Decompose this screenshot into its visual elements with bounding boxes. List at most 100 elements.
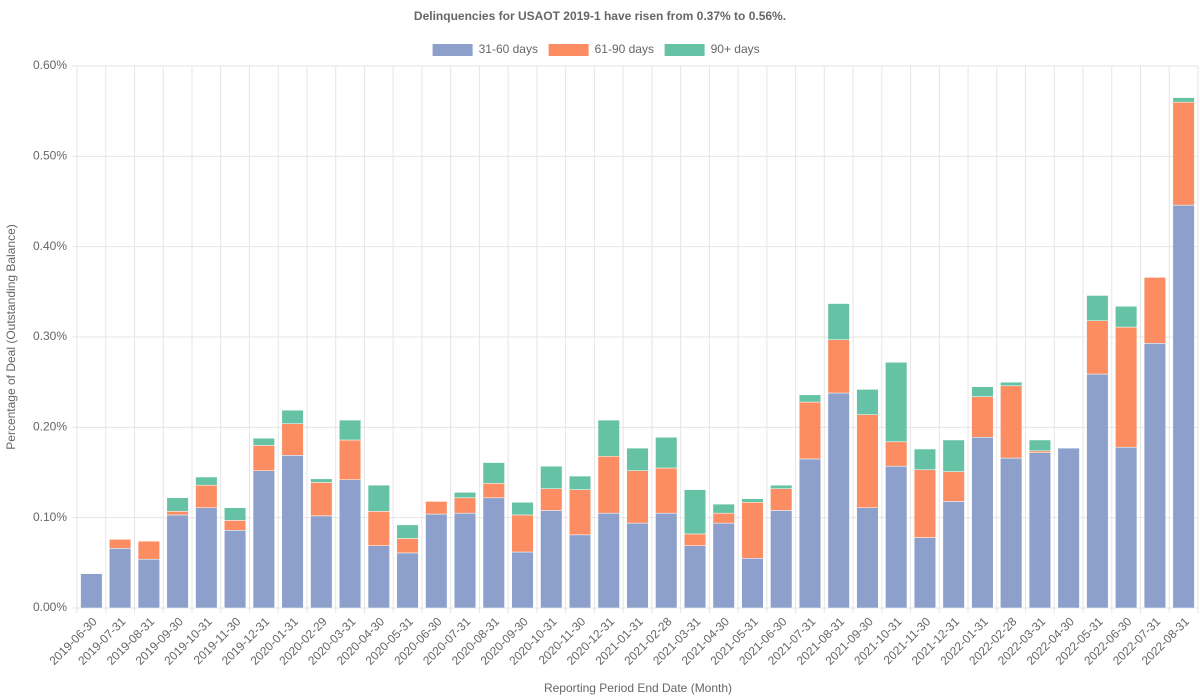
bar-segment: [281, 423, 304, 456]
bar-segment: [540, 488, 563, 511]
bar-segment: [339, 439, 362, 480]
bar-segment: [224, 507, 247, 521]
bar-segment: [482, 462, 505, 484]
legend-swatch: [548, 44, 589, 56]
y-tick-label: 0.40%: [33, 239, 67, 253]
bar-segment: [1086, 373, 1109, 609]
bar-segment: [597, 455, 620, 514]
bar-segment: [1172, 204, 1195, 609]
bar-segment: [109, 539, 132, 549]
bar-segment: [166, 511, 189, 516]
bar-segment: [1000, 385, 1023, 459]
bar-segment: [195, 507, 218, 609]
bar-segment: [885, 362, 908, 443]
bar-segment: [195, 476, 218, 486]
bar-segment: [885, 465, 908, 609]
bar-segment: [913, 448, 936, 471]
bar-segment: [942, 439, 965, 472]
bar-segment: [540, 465, 563, 490]
bar-segment: [310, 478, 333, 483]
bar-segment: [655, 512, 678, 609]
chart-title: Delinquencies for USAOT 2019-1 have rise…: [414, 9, 786, 23]
y-tick-label: 0.30%: [33, 329, 67, 343]
y-tick-label: 0.10%: [33, 510, 67, 524]
bar-segment: [310, 515, 333, 609]
bar-segment: [712, 503, 735, 514]
bar-segment: [827, 392, 850, 609]
bar-segment: [137, 558, 160, 609]
bar-segment: [367, 545, 390, 609]
bar-segment: [1115, 326, 1138, 448]
bar-segment: [137, 540, 160, 560]
bar-segment: [1172, 101, 1195, 206]
bar-segment: [166, 497, 189, 512]
bar-segment: [971, 386, 994, 397]
bar-segment: [454, 492, 477, 499]
bar-segment: [655, 467, 678, 514]
bar-segment: [913, 537, 936, 609]
bar-segment: [80, 573, 103, 609]
bar-segment: [1086, 320, 1109, 375]
bar-segment: [683, 545, 707, 609]
bar-segment: [454, 512, 477, 609]
bar-segment: [683, 489, 707, 535]
bar-segment: [252, 470, 275, 609]
bar-segment: [827, 339, 850, 394]
bar-segment: [396, 538, 419, 554]
bar-segment: [310, 482, 333, 517]
bar-segment: [252, 445, 275, 471]
bar-segment: [367, 484, 390, 512]
bar-segment: [454, 497, 477, 514]
bar-segment: [741, 502, 764, 559]
bar-segment: [712, 512, 735, 524]
bar-segment: [568, 475, 592, 490]
bar-segment: [798, 401, 821, 460]
bar-segment: [942, 471, 965, 502]
bar-segment: [597, 419, 620, 457]
bar-segment: [741, 498, 764, 503]
bar-segment: [856, 389, 879, 415]
bar-segment: [626, 447, 649, 471]
bar-segment: [540, 510, 563, 609]
bar-segment: [856, 507, 879, 609]
bar-segment: [798, 394, 821, 403]
bar-segment: [1028, 450, 1051, 453]
bar-segment: [511, 551, 534, 609]
bar-segment: [597, 512, 620, 609]
bar-segment: [971, 437, 994, 609]
bar-segment: [683, 533, 707, 546]
bar-segment: [1000, 457, 1023, 609]
bar-segment: [1115, 306, 1138, 328]
bar-segment: [109, 548, 132, 609]
bar-segment: [770, 510, 793, 609]
bar-segment: [1057, 447, 1080, 609]
bar-segment: [626, 522, 649, 609]
bar-segment: [1143, 277, 1166, 344]
bar-segment: [770, 484, 793, 490]
bar-segment: [511, 514, 534, 553]
bar-segment: [425, 501, 448, 515]
y-tick-label: 0.00%: [33, 600, 67, 614]
y-tick-label: 0.60%: [33, 58, 67, 72]
bar-segment: [626, 470, 649, 524]
x-axis-title: Reporting Period End Date (Month): [544, 681, 732, 695]
bar-segment: [827, 303, 850, 340]
bar-segment: [1115, 446, 1138, 609]
bar-segment: [224, 520, 247, 531]
bar-segment: [224, 530, 247, 609]
bar-segment: [712, 522, 735, 609]
bar-segment: [1172, 97, 1195, 103]
bar-segment: [396, 552, 419, 609]
bar-segment: [913, 469, 936, 538]
bar-segment: [971, 396, 994, 438]
legend-label: 90+ days: [711, 42, 760, 56]
bar-segment: [1086, 295, 1109, 321]
y-tick-label: 0.50%: [33, 149, 67, 163]
bar-segment: [655, 437, 678, 469]
legend-label: 31-60 days: [479, 42, 538, 56]
bar-segment: [367, 511, 390, 546]
bar-segment: [252, 437, 275, 446]
legend-label: 61-90 days: [595, 42, 654, 56]
